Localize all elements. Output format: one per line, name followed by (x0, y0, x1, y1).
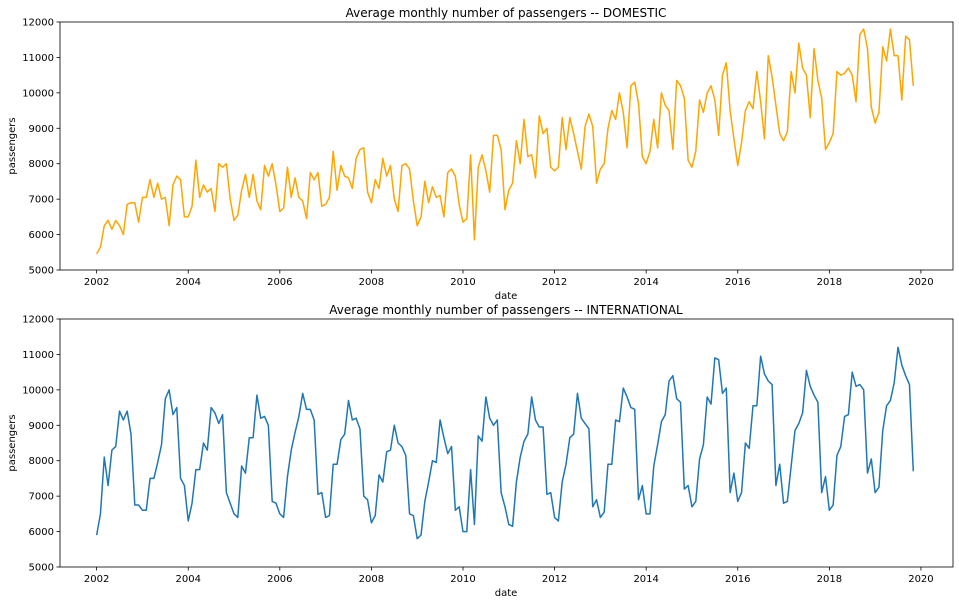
x-tick-label: 2004 (175, 574, 200, 585)
x-tick-label: 2004 (175, 277, 200, 288)
y-axis-label: passengers (7, 414, 18, 471)
x-tick-label: 2016 (725, 277, 750, 288)
y-tick-label: 9000 (29, 421, 54, 432)
x-tick-label: 2014 (633, 277, 658, 288)
y-tick-label: 9000 (29, 124, 54, 135)
x-tick-label: 2020 (908, 574, 933, 585)
y-tick-label: 6000 (29, 527, 54, 538)
chart-domestic: Average monthly number of passengers -- … (7, 6, 954, 302)
x-tick-label: 2014 (633, 574, 658, 585)
plot-area-frame (59, 21, 954, 271)
x-tick-label: 2012 (542, 574, 567, 585)
x-tick-label: 2010 (450, 277, 475, 288)
chart-international: Average monthly number of passengers -- … (7, 303, 954, 599)
x-axis-label: date (495, 291, 518, 302)
y-axis-ticks: 5000 6000 7000 8000 9000 10000 11000 12000 (22, 315, 60, 574)
series-line (95, 346, 915, 540)
y-tick-label: 5000 (29, 266, 54, 277)
y-tick-label: 7000 (29, 492, 54, 503)
x-tick-label: 2002 (84, 277, 109, 288)
y-axis-label: passengers (7, 117, 18, 174)
y-axis-ticks: 5000 6000 7000 8000 9000 10000 11000 12000 (22, 18, 60, 277)
y-tick-label: 8000 (29, 456, 54, 467)
plot-area-frame (59, 318, 954, 568)
x-tick-label: 2018 (817, 574, 842, 585)
x-axis-ticks: 2002 2004 2006 2008 2010 2012 2014 2016 2018 2020 (84, 270, 934, 288)
series-line (95, 28, 915, 255)
x-tick-label: 2010 (450, 574, 475, 585)
y-tick-label: 11000 (22, 53, 54, 64)
y-tick-label: 12000 (22, 315, 54, 326)
x-tick-label: 2002 (84, 574, 109, 585)
x-tick-label: 2012 (542, 277, 567, 288)
x-tick-label: 2006 (267, 277, 292, 288)
x-tick-label: 2020 (908, 277, 933, 288)
y-tick-label: 12000 (22, 18, 54, 29)
x-axis-label: date (495, 588, 518, 599)
x-tick-label: 2018 (817, 277, 842, 288)
y-tick-label: 10000 (22, 385, 54, 396)
y-tick-label: 5000 (29, 563, 54, 574)
y-tick-label: 7000 (29, 195, 54, 206)
y-tick-label: 6000 (29, 230, 54, 241)
x-axis-ticks: 2002 2004 2006 2008 2010 2012 2014 2016 2018 2020 (84, 567, 934, 585)
x-tick-label: 2016 (725, 574, 750, 585)
x-tick-label: 2008 (359, 574, 384, 585)
x-tick-label: 2006 (267, 574, 292, 585)
y-tick-label: 11000 (22, 350, 54, 361)
y-tick-label: 8000 (29, 159, 54, 170)
chart-title: Average monthly number of passengers -- … (346, 6, 667, 20)
y-tick-label: 10000 (22, 88, 54, 99)
x-tick-label: 2008 (359, 277, 384, 288)
chart-title: Average monthly number of passengers -- … (329, 303, 683, 317)
